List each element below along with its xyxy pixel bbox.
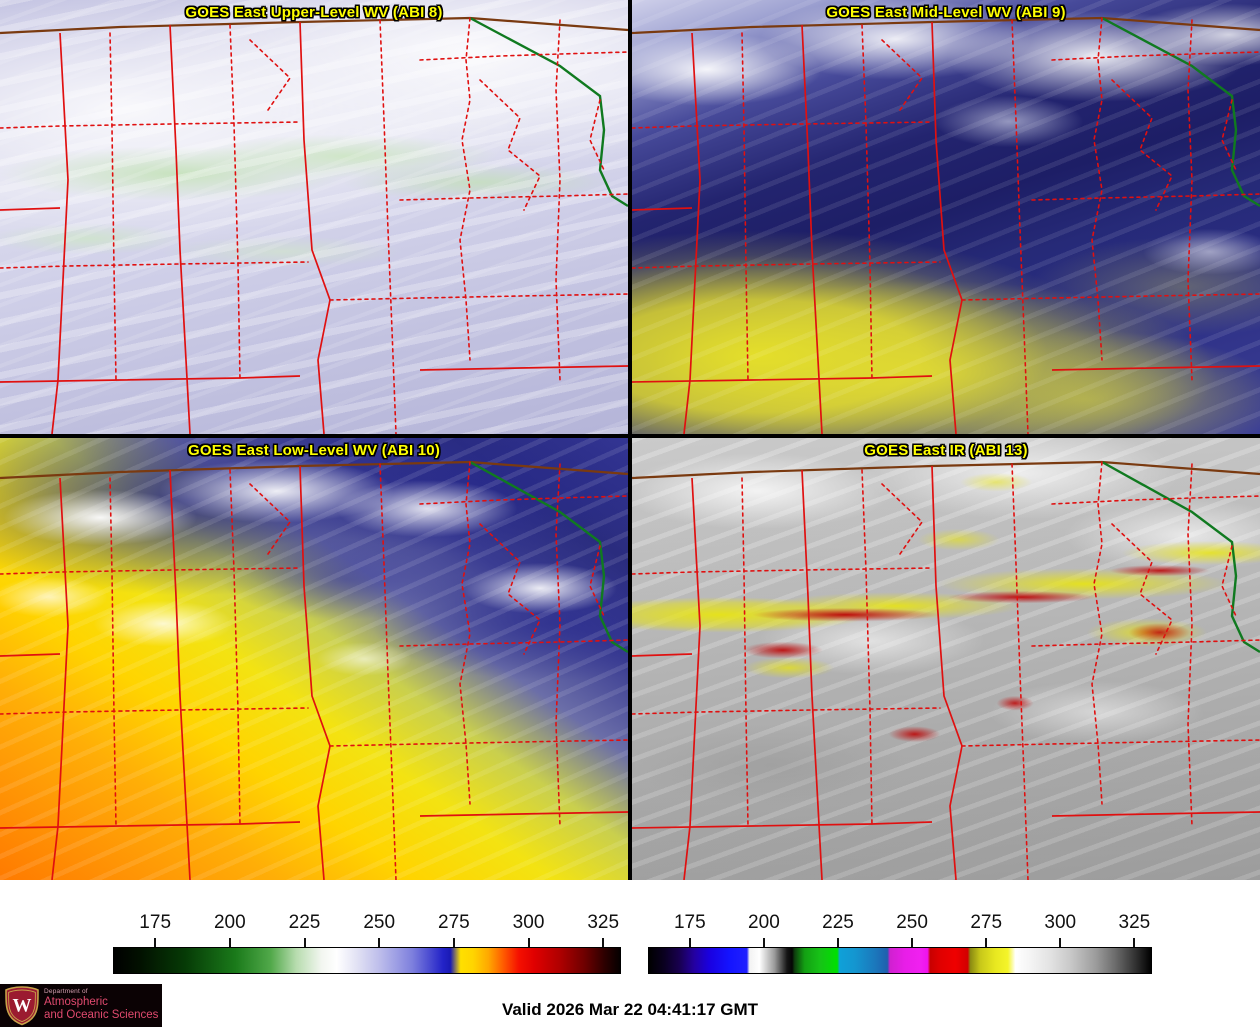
ir-tick-label: 175 xyxy=(673,912,706,933)
logo-line-2: and Oceanic Sciences xyxy=(44,1009,159,1021)
ir-colorbar-ticklabels: 175 200 225 250 275 300 325 xyxy=(648,912,1152,938)
wv-colorbar[interactable]: 175 200 225 250 275 300 325 xyxy=(113,912,621,974)
crest-monogram: W xyxy=(13,996,32,1017)
wv-cloud-texture xyxy=(0,0,628,434)
panel-grid: GOES East Upper-Level WV (ABI 8) xyxy=(0,0,1260,880)
uw-aos-logo[interactable]: W Department of Atmospheric and Oceanic … xyxy=(0,984,162,1027)
wv-cloud-texture xyxy=(0,438,628,880)
ir-tick-label: 300 xyxy=(1044,912,1077,933)
wv-tick-label: 275 xyxy=(438,912,470,933)
ir-colorbar-gradient xyxy=(648,947,1152,974)
wv-colorbar-ticks xyxy=(113,938,621,947)
wv-tick-label: 250 xyxy=(363,912,396,933)
ir-tick-label: 325 xyxy=(1118,912,1151,933)
panel-ir[interactable]: GOES East IR (ABI 13) xyxy=(632,438,1260,880)
wv-colorbar-gradient xyxy=(113,947,621,974)
ir-colorbar[interactable]: 175 200 225 250 275 300 325 xyxy=(648,912,1152,974)
ir-colorbar-ticks xyxy=(648,938,1152,947)
panel-low-level-wv[interactable]: GOES East Low-Level WV (ABI 10) xyxy=(0,438,628,880)
ir-tick-label: 225 xyxy=(822,912,854,933)
ir-tick-label: 250 xyxy=(896,912,928,933)
wv-tick-label: 225 xyxy=(288,912,321,933)
uw-crest-icon: W xyxy=(5,986,39,1026)
ir-enhanced-red xyxy=(632,438,1260,880)
logo-wordmark: Department of Atmospheric and Oceanic Sc… xyxy=(44,987,158,1022)
satellite-image-ir xyxy=(632,438,1260,880)
ir-tick-label: 275 xyxy=(970,912,1003,933)
satellite-image-upper-level-wv xyxy=(0,0,628,434)
ir-tick-label: 200 xyxy=(748,912,780,933)
wv-tick-label: 300 xyxy=(512,912,545,933)
logo-line-1: Atmospheric xyxy=(44,996,108,1008)
wv-colorbar-ticklabels: 175 200 225 250 275 300 325 xyxy=(113,912,621,938)
valid-time-label: Valid 2026 Mar 22 04:41:17 GMT xyxy=(501,1000,759,1019)
logo-department-line: Department of xyxy=(44,988,88,995)
panel-upper-level-wv[interactable]: GOES East Upper-Level WV (ABI 8) xyxy=(0,0,628,434)
satellite-image-low-level-wv xyxy=(0,438,628,880)
wv-cloud-texture xyxy=(632,0,1260,434)
wv-tick-label: 325 xyxy=(587,912,620,933)
wv-tick-label: 175 xyxy=(139,912,172,933)
satellite-image-mid-level-wv xyxy=(632,0,1260,434)
panel-mid-level-wv[interactable]: GOES East Mid-Level WV (ABI 9) xyxy=(632,0,1260,434)
wv-tick-label: 200 xyxy=(213,912,246,933)
